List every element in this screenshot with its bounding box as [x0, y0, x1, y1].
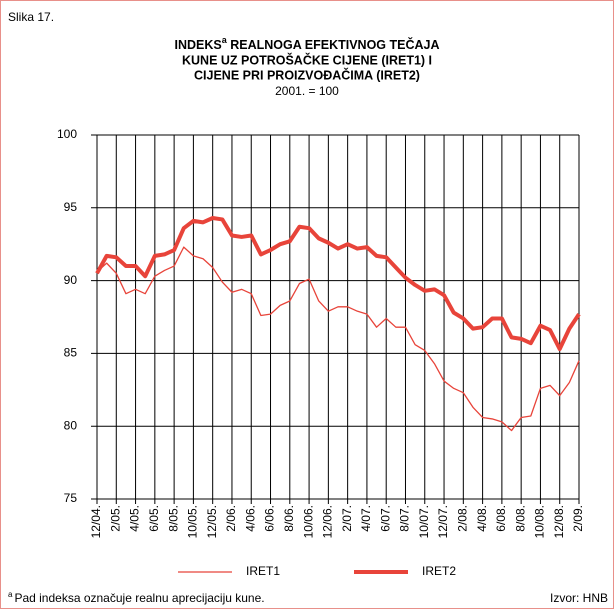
x-tick-label: 8/07. [398, 505, 412, 532]
title-part: INDEKS [175, 38, 222, 52]
y-tick-label: 95 [64, 200, 78, 214]
source: Izvor: HNB [550, 591, 608, 605]
y-tick-label: 90 [64, 273, 78, 287]
x-tick-label: 2/05. [108, 505, 122, 532]
footnote-sup: a [8, 590, 13, 599]
x-tick-label: 8/08. [513, 505, 527, 532]
x-tick-label: 6/07. [378, 505, 392, 532]
footnote-text: Pad indeksa označuje realnu aprecijaciju… [14, 591, 264, 605]
x-tick-label: 10/06. [301, 505, 315, 538]
x-tick-label: 4/06. [243, 505, 257, 532]
legend-label: IRET1 [246, 564, 280, 578]
x-tick-label: 8/05. [166, 505, 180, 532]
chart-title: CIJENE PRI PROIZVOĐAČIMA (IRET2) [194, 67, 420, 82]
x-tick-label: 2/07. [340, 505, 354, 532]
x-tick-label: 10/08. [533, 505, 547, 538]
x-tick-label: 6/05. [147, 505, 161, 532]
y-tick-label: 80 [64, 418, 78, 432]
x-tick-label: 12/06. [321, 505, 335, 538]
x-tick-label: 2/09. [571, 505, 585, 532]
chart-title: INDEKSa REALNOGA EFEKTIVNOG TEČAJA [175, 35, 440, 52]
title-sup: a [222, 35, 228, 45]
chart-title: KUNE UZ POTROŠAČKE CIJENE (IRET1) I [182, 52, 432, 67]
x-tick-label: 12/04. [89, 505, 103, 538]
x-tick-label: 10/05. [186, 505, 200, 538]
legend-label: IRET2 [422, 564, 456, 578]
x-tick-label: 10/07. [417, 505, 431, 538]
x-tick-label: 2/06. [224, 505, 238, 532]
x-tick-label: 4/07. [359, 505, 373, 532]
y-tick-label: 85 [64, 346, 78, 360]
y-tick-label: 75 [64, 491, 78, 505]
series-line [95, 215, 581, 352]
title-part: REALNOGA EFEKTIVNOG TEČAJA [227, 37, 440, 52]
subtitle: 2001. = 100 [275, 84, 339, 98]
y-tick-label: 100 [57, 127, 77, 141]
series-line [96, 246, 580, 432]
footnote: a Pad indeksa označuje realnu aprecijacij… [8, 590, 265, 605]
x-tick-label: 8/06. [282, 505, 296, 532]
figure-label: Slika 17. [8, 10, 54, 24]
x-tick-label: 12/05. [205, 505, 219, 538]
x-tick-label: 12/07. [436, 505, 450, 538]
x-tick-label: 2/08. [455, 505, 469, 532]
x-tick-label: 6/08. [494, 505, 508, 532]
x-tick-label: 12/08. [552, 505, 566, 538]
x-tick-label: 4/05. [128, 505, 142, 532]
x-tick-label: 6/06. [263, 505, 277, 532]
x-tick-label: 4/08. [475, 505, 489, 532]
